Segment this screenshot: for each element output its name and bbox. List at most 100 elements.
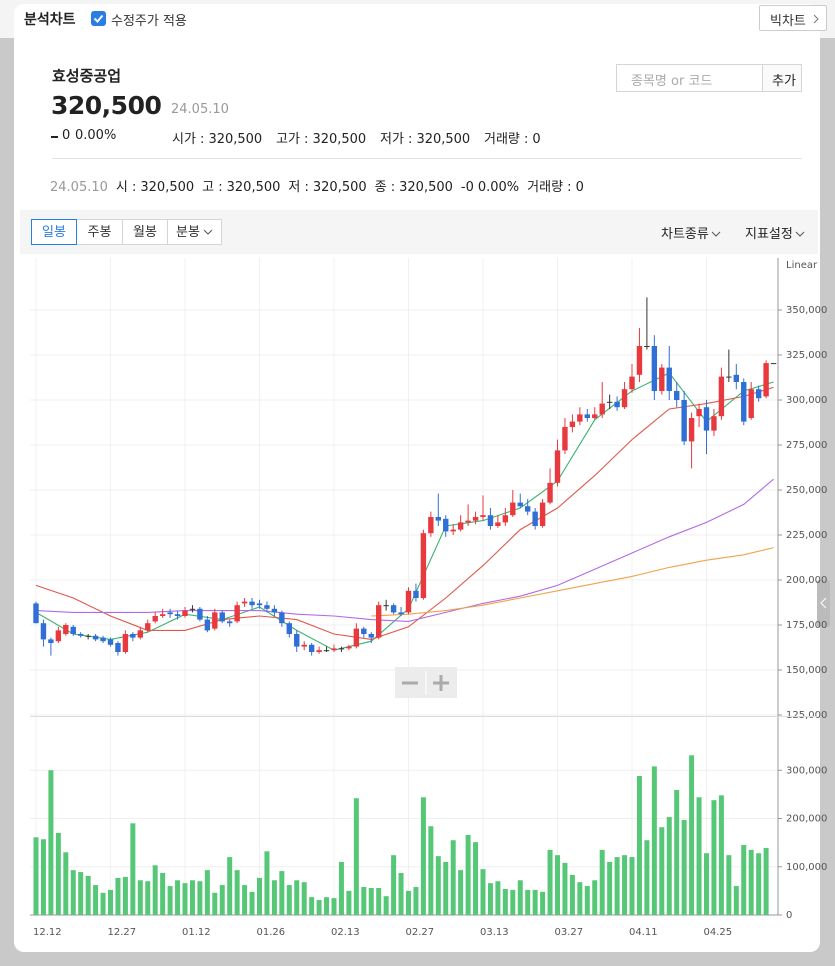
candle-body xyxy=(398,612,404,615)
candle-body xyxy=(644,346,650,347)
volume-bar xyxy=(78,872,84,915)
volume-bar xyxy=(644,840,650,915)
candle-body xyxy=(599,403,605,415)
volume-bar xyxy=(420,797,426,915)
volume-bar xyxy=(763,847,769,915)
volume-bar xyxy=(577,882,583,915)
big-chart-button[interactable]: 빅차트 xyxy=(759,5,827,31)
candle-body xyxy=(294,634,300,647)
candle-body xyxy=(666,367,672,391)
candle-body xyxy=(472,517,479,521)
x-tick-label: 01.12 xyxy=(182,927,211,938)
volume-bar xyxy=(197,881,203,915)
volume-bar xyxy=(219,885,225,915)
add-button[interactable]: 추가 xyxy=(762,64,802,92)
volume-bar xyxy=(130,823,136,915)
candle-body xyxy=(346,646,352,649)
candle-body xyxy=(435,517,441,521)
candle-body xyxy=(92,635,99,640)
volume-bar xyxy=(234,870,240,915)
info-row: 24.05.10 시 :320,500 고 :320,500 저 :320,500 종 … xyxy=(50,176,588,195)
candle-body xyxy=(264,605,270,609)
candle-body xyxy=(770,363,777,365)
candle-body xyxy=(286,623,292,634)
y-tick-label: 150,000 xyxy=(786,665,827,676)
candle-body xyxy=(606,401,613,403)
volume-bar xyxy=(413,887,419,915)
candle-body xyxy=(212,612,218,629)
x-tick-label: 04.25 xyxy=(704,927,733,938)
volume-bar xyxy=(324,897,330,915)
candle-body xyxy=(748,389,754,418)
candle-body xyxy=(256,603,263,606)
y-tick-label: 225,000 xyxy=(786,530,827,541)
volume-bar xyxy=(435,856,441,915)
candle-body xyxy=(562,427,568,451)
volume-bar xyxy=(473,842,479,915)
candle-body xyxy=(316,650,322,652)
candle-body xyxy=(55,630,62,642)
candle-body xyxy=(122,634,129,652)
info-value: 320,500 xyxy=(140,180,195,195)
y-tick-label: 325,000 xyxy=(786,350,827,361)
checkbox[interactable] xyxy=(91,11,106,26)
stat: 저가 :320,500 xyxy=(380,128,474,147)
volume-bar xyxy=(718,795,724,915)
tab-label: 월봉 xyxy=(133,225,157,240)
candle-body xyxy=(525,506,531,512)
volume-bar xyxy=(122,876,128,915)
volume-bar xyxy=(607,861,613,915)
checkbox-label[interactable]: 수정주가 적용 xyxy=(111,14,187,29)
candle-body xyxy=(279,612,285,624)
info-change-pct: 0.00% xyxy=(477,180,520,195)
volume-bar xyxy=(398,873,404,915)
candle-body xyxy=(189,608,196,610)
volume-bar xyxy=(100,892,106,915)
candle-body xyxy=(308,644,315,652)
candle-body xyxy=(174,614,181,616)
candle-body xyxy=(301,644,307,647)
candle-body xyxy=(159,614,166,616)
volume-bar xyxy=(555,855,560,915)
side-handle[interactable] xyxy=(817,580,830,627)
chevron xyxy=(813,14,819,24)
candle-body xyxy=(502,515,509,523)
period-tab[interactable]: 주봉 xyxy=(76,219,123,245)
candle-body xyxy=(130,634,136,638)
info-label: 시 : xyxy=(115,180,137,195)
candle-body xyxy=(107,639,114,645)
period-tab[interactable]: 분봉 xyxy=(167,219,222,245)
candle-body xyxy=(763,363,769,397)
period-tab[interactable]: 월봉 xyxy=(122,219,168,245)
zoom-control[interactable] xyxy=(395,667,457,698)
candle-body xyxy=(70,626,76,634)
info-volume-label: 거래량 : xyxy=(527,180,572,195)
stat-value: 320,500 xyxy=(312,132,367,147)
stat-label: 시가 : xyxy=(172,132,205,147)
volume-bar xyxy=(264,851,270,915)
candle-body xyxy=(78,634,84,636)
moving-average xyxy=(35,386,774,640)
volume-bar xyxy=(622,855,628,915)
volume-bar xyxy=(748,849,754,915)
y-tick-label: 275,000 xyxy=(786,440,827,451)
volume-bar xyxy=(502,888,508,915)
volume-bar xyxy=(85,875,91,915)
volume-bar xyxy=(651,766,657,915)
y-tick-label: 0 xyxy=(786,910,792,921)
volume-bar xyxy=(331,898,337,915)
menu[interactable]: 지표설정 xyxy=(745,223,805,242)
candle-body xyxy=(703,407,710,431)
candle-body xyxy=(577,414,583,422)
y-tick-label: 300,000 xyxy=(786,395,827,406)
y-tick-label: 100,000 xyxy=(786,862,827,873)
volume-bar xyxy=(353,798,359,915)
volume-bar xyxy=(659,827,665,915)
info-label: 고 : xyxy=(202,180,223,195)
volume-bar xyxy=(242,885,248,915)
period-tab[interactable]: 일봉 xyxy=(31,219,77,245)
volume-bar xyxy=(137,880,143,915)
candle-body xyxy=(376,605,382,638)
menu[interactable]: 차트종류 xyxy=(661,223,721,242)
stat: 거래량 :0 xyxy=(484,128,545,147)
